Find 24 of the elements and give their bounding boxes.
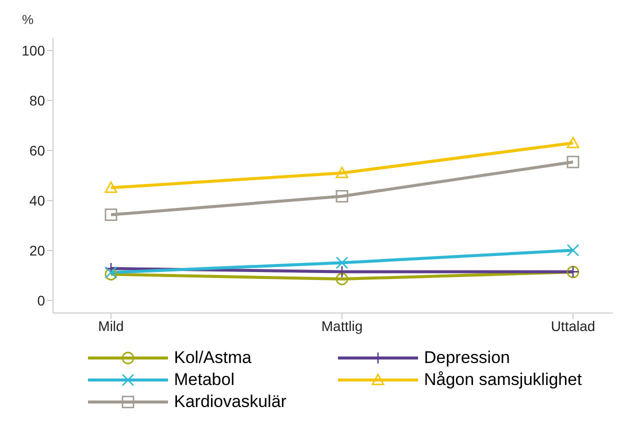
legend-label: Någon samsjuklighet bbox=[424, 370, 582, 390]
y-axis-title: % bbox=[22, 12, 34, 27]
y-tick-label: 20 bbox=[29, 242, 46, 258]
x-tick-label: Uttalad bbox=[550, 318, 596, 334]
legend-label: Kol/Astma bbox=[174, 348, 252, 368]
x-tick-label: Mild bbox=[98, 318, 124, 334]
point bbox=[104, 182, 118, 193]
legend-label: Kardiovaskulär bbox=[174, 392, 286, 412]
x-tick-label: Mattlig bbox=[321, 318, 363, 334]
y-tick-label: 60 bbox=[29, 142, 46, 158]
point bbox=[336, 166, 348, 178]
y-tick-label: 0 bbox=[37, 292, 46, 308]
point bbox=[566, 244, 580, 256]
point bbox=[336, 256, 348, 269]
legend-label: Depression bbox=[424, 348, 510, 368]
y-tick-label: 80 bbox=[29, 92, 46, 108]
point bbox=[336, 272, 348, 286]
y-tick-label: 100 bbox=[22, 42, 46, 58]
point bbox=[336, 190, 348, 202]
legend-label: Metabol bbox=[174, 370, 234, 390]
point bbox=[566, 156, 580, 168]
y-tick-label: 40 bbox=[29, 192, 46, 208]
point bbox=[104, 208, 118, 221]
point bbox=[566, 136, 580, 148]
